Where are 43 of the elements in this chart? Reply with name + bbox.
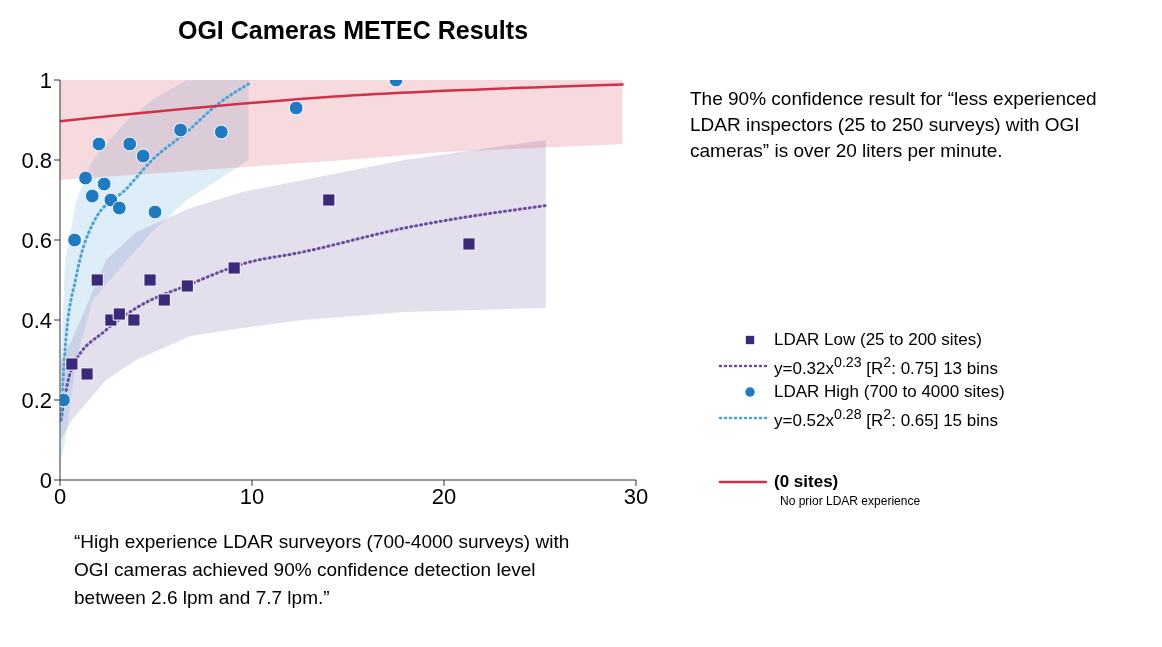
legend-label: LDAR Low (25 to 200 sites) [774,330,982,350]
legend-label: y=0.52x$^{0.28}$ [R$^{2}$: 0.65] 15 bins [774,405,998,431]
point [84,188,100,204]
point [127,313,141,327]
y-tick-label: 0.8 [21,147,52,173]
point [91,136,107,152]
text: “High experience LDAR surveyors (700-4000 surveys) with OGI cameras achieved 90% confidence detection level between 2.6 lpm and 7.7 lpm.” [74,530,571,610]
x-tick-label: 10 [239,483,265,509]
point [90,273,104,287]
point [80,367,94,381]
point [78,170,93,186]
legend-label: y=0.32x$^{0.23}$ [R$^{2}$: 0.75] 13 bins [774,353,998,379]
y-tick-label: 1 [39,67,52,93]
point [111,200,127,216]
point [112,307,126,321]
point [65,357,79,371]
point [135,148,151,164]
y-tick-label: 0 [39,467,52,493]
text: The 90% confidence result for “less experienced LDAR inspectors (25 to 250 surveys) with OGI cameras” is over 20 liters per minute. [690,87,1098,163]
line-series [60,204,548,422]
legend-label: LDAR High (700 to 4000 sites) [774,382,1005,402]
point [173,122,188,138]
chart-title: OGI Cameras METEC Results [176,16,530,45]
point [322,193,336,207]
text: No prior LDAR experience [780,494,922,508]
y-tick-label: 0.2 [21,387,52,413]
legend-label: (0 sites) [774,472,839,492]
point [147,204,163,220]
point [122,136,138,152]
x-tick-label: 20 [431,483,457,509]
point [67,232,82,248]
y-tick-label: 0.4 [21,307,52,333]
point [227,261,241,275]
point [143,273,157,287]
line-series [60,83,624,123]
point [462,237,476,251]
point [213,124,229,140]
x-tick-label: 30 [623,483,649,509]
point [288,100,304,116]
y-tick-label: 0.6 [21,227,52,253]
point [180,279,194,293]
point [157,293,171,307]
point [96,176,112,192]
